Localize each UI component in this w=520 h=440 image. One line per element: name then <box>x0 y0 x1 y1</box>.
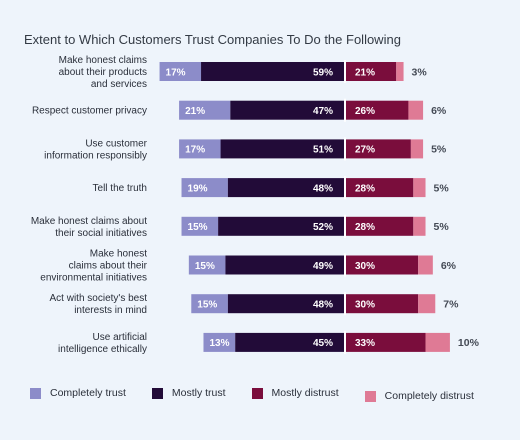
data-label-completely-trust: 17% <box>166 67 186 78</box>
bar-completely-trust <box>159 62 202 81</box>
category-label: Act with society's best interests in mind <box>50 293 148 316</box>
data-label-mostly-distrust: 30% <box>355 300 375 311</box>
bar-mostly-distrust <box>345 62 397 81</box>
data-label-completely-distrust: 10% <box>458 337 480 349</box>
data-label-completely-distrust: 5% <box>434 182 450 194</box>
bar-mostly-trust <box>227 294 345 314</box>
bar-completely-trust <box>203 332 236 352</box>
data-label-completely-distrust: 5% <box>431 144 447 156</box>
data-label-mostly-trust: 48% <box>313 300 333 311</box>
legend-swatch <box>151 387 163 399</box>
bar-mostly-distrust <box>345 332 426 352</box>
category-label: Make honest claims about their social ini… <box>31 216 147 239</box>
legend-item-completely-distrust: Completely distrust <box>364 390 474 402</box>
category-label: Use artificial intelligence ethically <box>58 332 147 355</box>
category-label: Use customer information responsibly <box>44 138 147 161</box>
bar-completely-trust <box>188 255 226 275</box>
bar-completely-distrust <box>413 216 426 236</box>
legend-item-completely-trust: Completely trust <box>30 387 126 399</box>
bar-completely-distrust <box>396 62 404 81</box>
bar-completely-trust <box>179 139 221 159</box>
data-label-mostly-distrust: 21% <box>355 67 375 78</box>
data-label-mostly-trust: 49% <box>313 261 333 272</box>
legend-item-mostly-trust: Mostly trust <box>151 387 226 399</box>
chart-title: Extent to Which Customers Trust Companie… <box>24 32 401 47</box>
bar-mostly-trust <box>201 62 345 81</box>
category-label: Respect customer privacy <box>32 106 147 117</box>
data-label-completely-distrust: 7% <box>443 299 459 311</box>
data-label-mostly-trust: 47% <box>313 106 333 117</box>
data-label-completely-trust: 15% <box>195 261 215 272</box>
legend-label: Mostly trust <box>171 387 226 399</box>
bar-completely-distrust <box>410 139 424 159</box>
chart-legend: Completely trust Mostly trust Mostly distr… <box>30 384 500 402</box>
data-label-completely-trust: 21% <box>185 106 205 117</box>
bar-completely-distrust <box>418 255 433 275</box>
bar-mostly-distrust <box>345 139 411 159</box>
data-label-completely-trust: 15% <box>188 222 208 233</box>
data-label-completely-distrust: 5% <box>434 221 450 233</box>
data-label-mostly-distrust: 28% <box>355 222 375 233</box>
bar-completely-distrust <box>425 332 450 352</box>
bar-completely-trust <box>179 100 231 120</box>
bar-mostly-distrust <box>345 178 414 198</box>
legend-swatch <box>30 387 41 399</box>
bar-mostly-trust <box>227 178 345 198</box>
data-label-completely-distrust: 6% <box>441 260 457 272</box>
bar-mostly-distrust <box>345 100 409 120</box>
bar-mostly-trust <box>230 100 345 120</box>
data-label-mostly-distrust: 33% <box>355 338 375 349</box>
data-label-completely-distrust: 6% <box>431 105 447 117</box>
legend-label: Mostly distrust <box>271 387 339 399</box>
bar-mostly-trust <box>225 255 345 275</box>
data-label-completely-trust: 19% <box>188 183 208 194</box>
legend-swatch <box>364 390 376 402</box>
data-label-mostly-trust: 59% <box>313 67 333 78</box>
bar-mostly-distrust <box>345 255 419 275</box>
diverging-bar-chart: Make honest claims about their products an… <box>31 55 480 355</box>
bar-completely-trust <box>181 216 219 236</box>
data-label-completely-distrust: 3% <box>412 66 428 78</box>
bar-completely-trust <box>181 178 228 198</box>
category-label: Tell the truth <box>93 183 147 194</box>
data-label-mostly-trust: 45% <box>313 338 333 349</box>
category-label: Make honest claims about their environment… <box>40 249 147 284</box>
data-label-mostly-distrust: 27% <box>355 145 375 156</box>
bar-mostly-trust <box>235 332 345 352</box>
data-label-mostly-trust: 52% <box>313 222 333 233</box>
bar-completely-distrust <box>408 100 424 120</box>
data-label-mostly-distrust: 28% <box>355 183 375 194</box>
legend-item-mostly-distrust: Mostly distrust <box>251 387 339 399</box>
bar-mostly-trust <box>220 139 345 159</box>
legend-label: Completely distrust <box>384 390 474 402</box>
bar-mostly-distrust <box>345 216 414 236</box>
data-label-completely-trust: 15% <box>197 300 217 311</box>
bar-mostly-distrust <box>345 294 419 314</box>
legend-label: Completely trust <box>50 387 126 399</box>
bar-completely-distrust <box>418 294 436 314</box>
data-label-mostly-distrust: 30% <box>355 261 375 272</box>
data-label-completely-trust: 17% <box>185 145 205 156</box>
bar-completely-trust <box>191 294 228 314</box>
bar-mostly-trust <box>218 216 345 236</box>
data-label-mostly-distrust: 26% <box>355 106 375 117</box>
data-label-completely-trust: 13% <box>209 338 229 349</box>
category-label: Make honest claims about their products an… <box>59 55 147 90</box>
legend-swatch <box>251 387 263 399</box>
data-label-mostly-trust: 51% <box>313 145 333 156</box>
data-label-mostly-trust: 48% <box>313 183 333 194</box>
bar-completely-distrust <box>413 178 426 198</box>
